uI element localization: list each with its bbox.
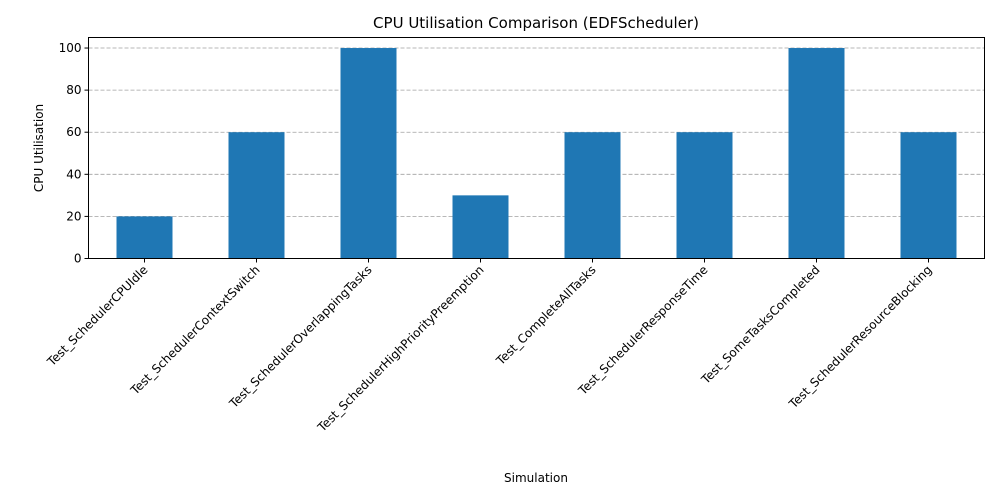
bar bbox=[340, 48, 397, 259]
x-tick-label: Test_SchedulerContextSwitch bbox=[127, 263, 262, 398]
y-axis-label: CPU Utilisation bbox=[32, 104, 46, 192]
x-axis-label: Simulation bbox=[504, 471, 568, 485]
bars bbox=[116, 48, 957, 259]
bar bbox=[564, 132, 621, 259]
bar bbox=[452, 195, 509, 259]
y-tick-label: 20 bbox=[66, 209, 81, 223]
y-tick-label: 60 bbox=[66, 125, 81, 139]
plot-frame bbox=[88, 37, 985, 259]
bar bbox=[900, 132, 957, 259]
y-axis-ticks: 0 20 40 60 80 100 bbox=[59, 41, 89, 266]
bar bbox=[228, 132, 285, 259]
x-tick-label: Test_SchedulerCPUIdle bbox=[44, 263, 151, 370]
y-gridlines bbox=[88, 47, 985, 217]
y-tick-label: 40 bbox=[66, 167, 81, 181]
x-axis-ticks: Test_SchedulerCPUIdleTest_SchedulerConte… bbox=[44, 258, 935, 435]
x-tick-label: Test_CompleteAllTasks bbox=[493, 263, 599, 369]
bar bbox=[676, 132, 733, 259]
y-tick-label: 80 bbox=[66, 83, 81, 97]
bar bbox=[116, 216, 173, 259]
bar bbox=[788, 48, 845, 259]
y-tick-label: 0 bbox=[74, 252, 82, 266]
x-tick-label: Test_SchedulerResponseTime bbox=[575, 263, 711, 399]
chart-title: CPU Utilisation Comparison (EDFScheduler… bbox=[373, 14, 699, 32]
y-tick-label: 100 bbox=[59, 41, 82, 55]
x-tick-label: Test_SomeTasksCompleted bbox=[698, 263, 823, 388]
